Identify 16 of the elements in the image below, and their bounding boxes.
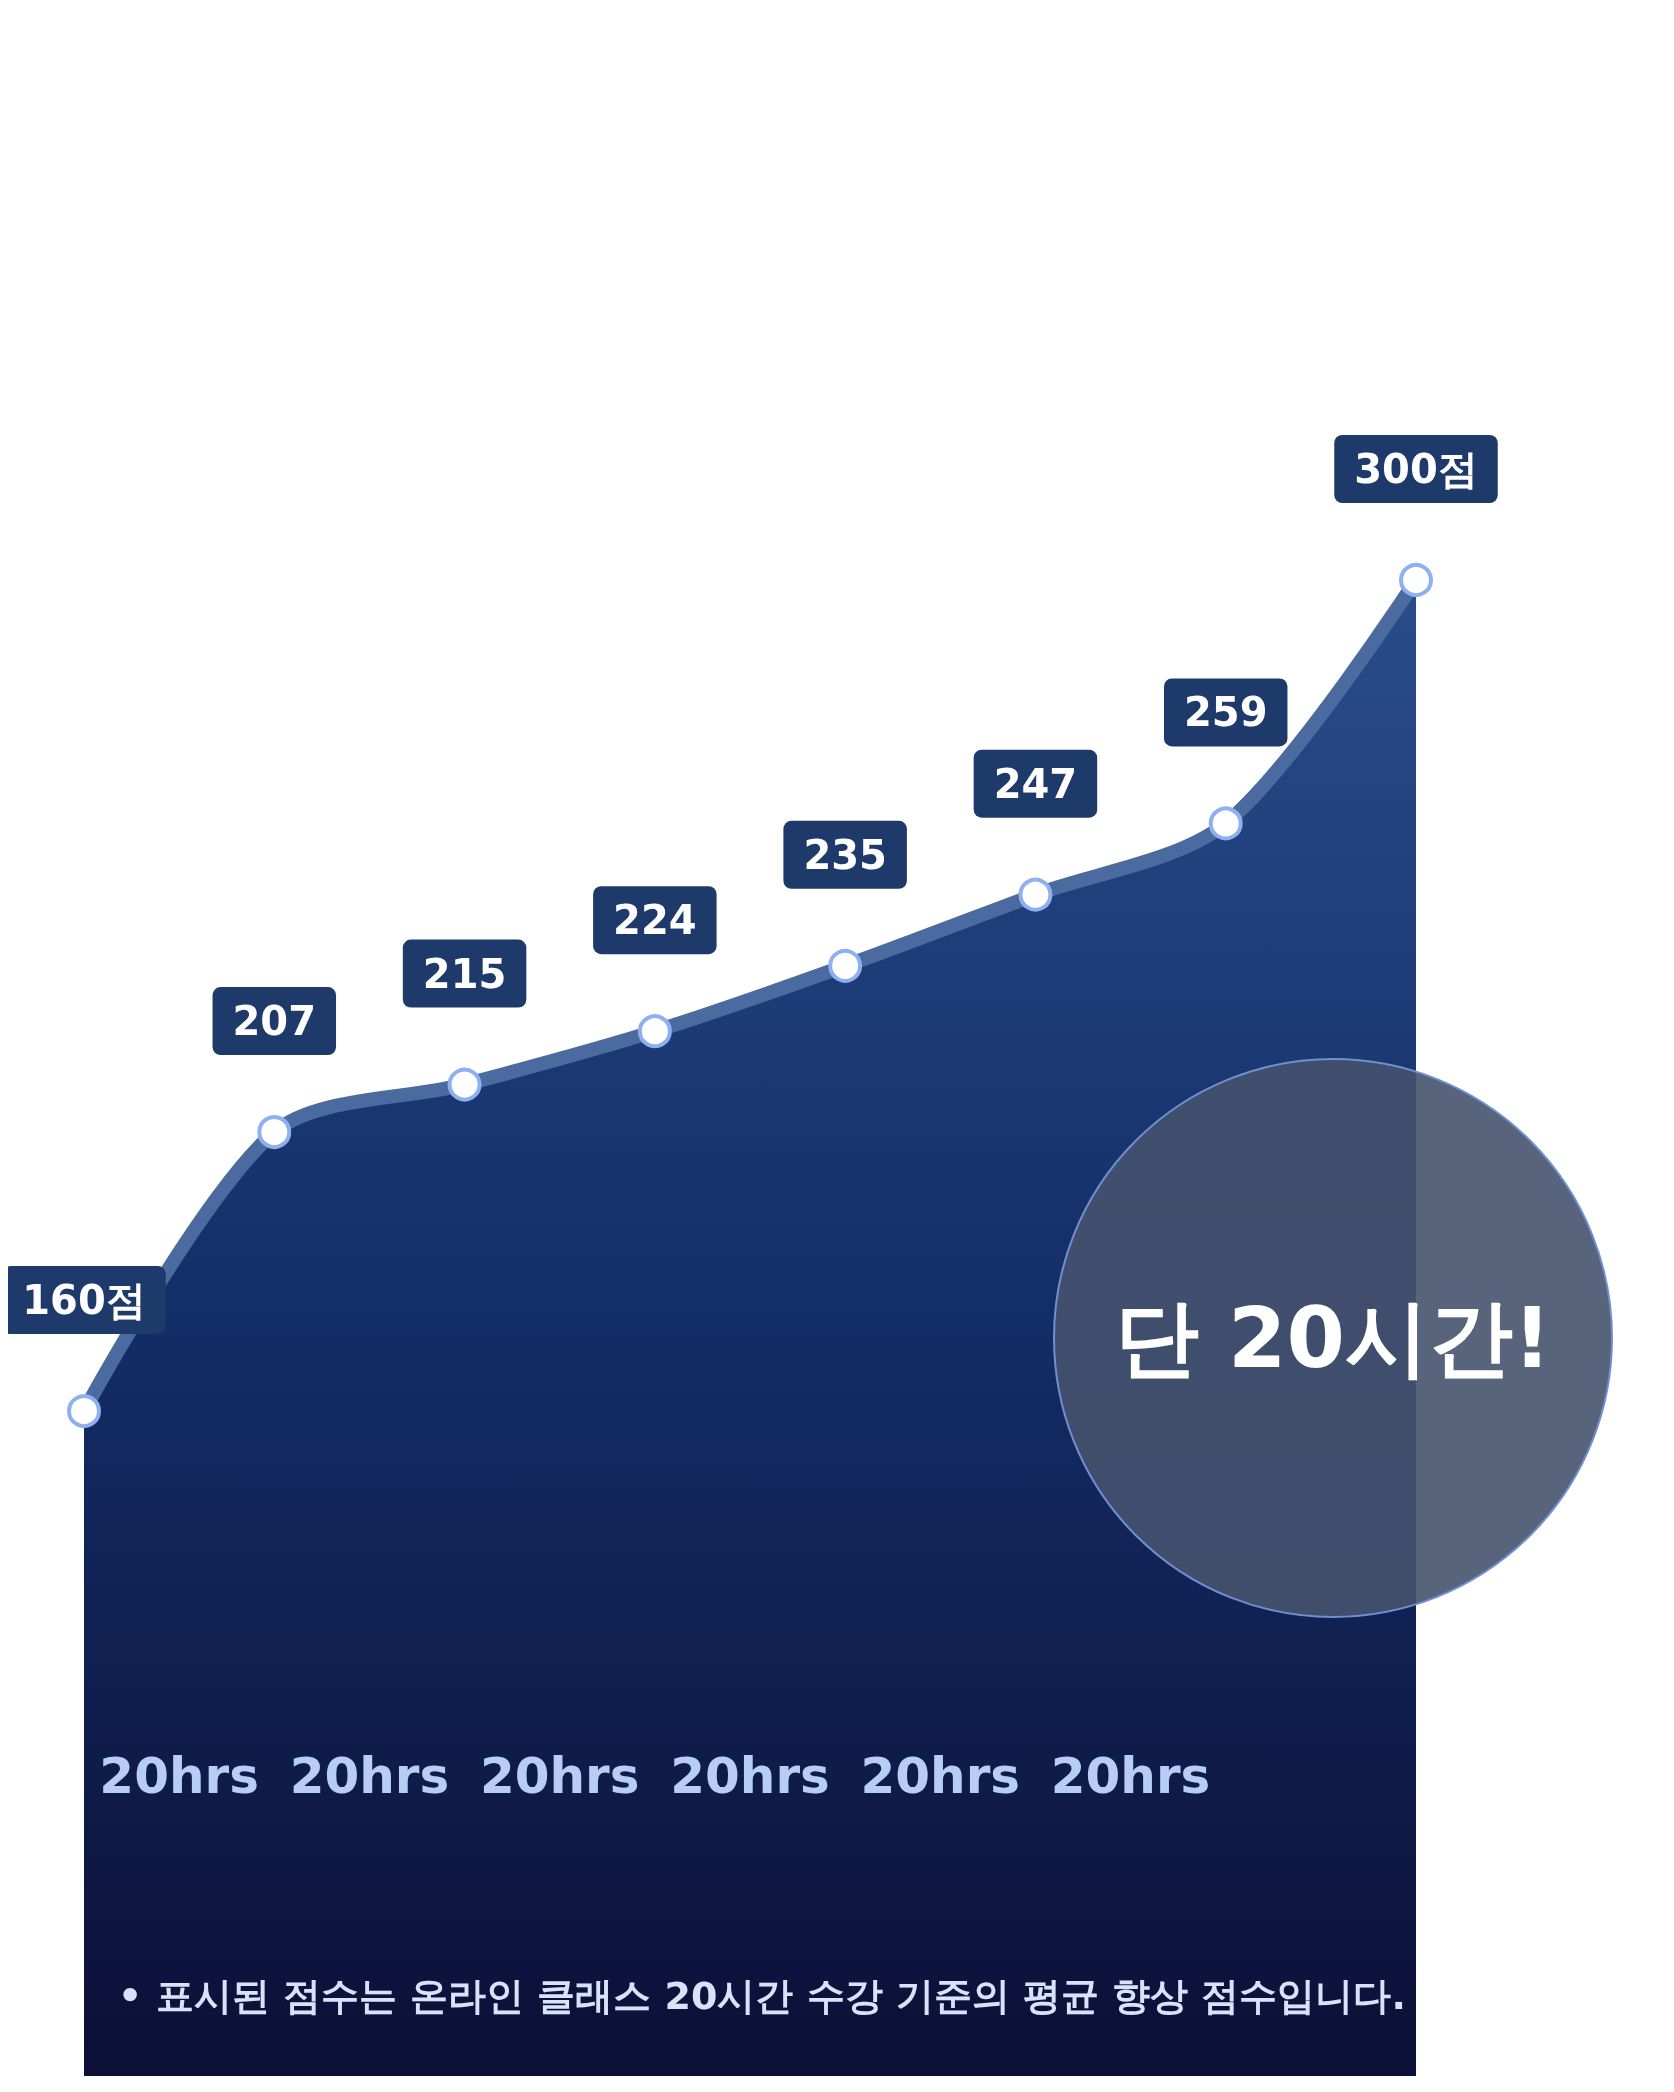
annotation: 20hrs bbox=[860, 1747, 1021, 1805]
annotation: 20hrs bbox=[99, 1747, 259, 1805]
data-label: 300점 bbox=[1354, 446, 1478, 492]
annotation: 20hrs bbox=[479, 1747, 640, 1805]
annotation: 20hrs bbox=[1050, 1747, 1211, 1805]
data-label: 215 bbox=[422, 950, 507, 997]
annotation: 단 20시간! bbox=[1113, 1288, 1553, 1388]
annotation: • 표시된 점수는 온라인 클래스 20시간 수강 기준의 평균 향상 점수입니다. bbox=[118, 1974, 1406, 2018]
data-label: 247 bbox=[993, 760, 1078, 807]
annotation: 20hrs bbox=[289, 1747, 450, 1805]
data-label: 259 bbox=[1183, 689, 1268, 736]
data-label: 207 bbox=[232, 998, 317, 1045]
data-label: 235 bbox=[803, 831, 887, 878]
data-label: 160점 bbox=[22, 1277, 146, 1324]
data-label: 224 bbox=[613, 897, 697, 944]
annotation: 20hrs bbox=[670, 1747, 830, 1805]
